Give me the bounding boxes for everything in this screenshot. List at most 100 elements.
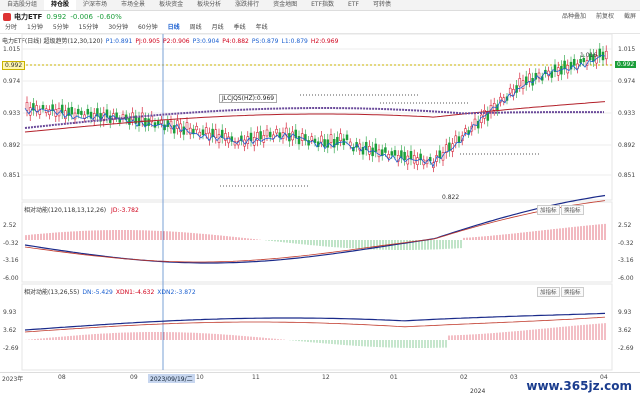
period-tab[interactable]: 月线 (211, 24, 224, 31)
candle (579, 58, 582, 64)
title-bar: 电力ETF 0.992 -0.006 -0.60% 品种叠加 前复权 截屏 (0, 11, 640, 22)
period-tab[interactable]: 15分钟 (78, 24, 99, 31)
ma-line-red (24, 101, 606, 133)
candle (393, 150, 397, 156)
fund-logo-icon (3, 12, 11, 21)
candle (265, 129, 269, 137)
candle (563, 60, 566, 70)
main-legend-item: PJ:0.905 (135, 38, 160, 45)
x-tick: 02 (460, 374, 468, 381)
candle (156, 120, 160, 125)
candle (64, 110, 67, 119)
top-tab[interactable]: 沪深市场 (83, 1, 108, 8)
panel3-add-indicator-button[interactable]: 加指标 (537, 287, 560, 297)
panel2-y-tick-right: -0.32 (618, 240, 634, 247)
panel3-y-tick-left: -2.69 (3, 345, 19, 352)
period-tab[interactable]: 30分钟 (108, 24, 128, 31)
screenshot-button[interactable]: 截屏 (623, 13, 636, 20)
candle (438, 150, 442, 158)
x-tick: 11 (252, 374, 260, 381)
x-tick: 2023/09/19/二 (148, 374, 195, 383)
top-tab[interactable]: 自选股分组 (7, 1, 38, 8)
chart-canvas[interactable] (0, 0, 640, 372)
candle (32, 103, 35, 111)
candle (115, 112, 118, 118)
panel2-line-red (24, 200, 606, 263)
candle (371, 147, 374, 157)
panel2-add-indicator-button[interactable]: 加指标 (537, 205, 560, 215)
period-tab[interactable]: 年线 (255, 24, 268, 31)
main-legend-item: L1:0.879 (281, 38, 308, 45)
candle (188, 127, 192, 135)
panel2-y-tick-right: -6.00 (618, 275, 634, 282)
candle (464, 128, 467, 133)
bottom-year-label: 2024 (470, 388, 486, 395)
panel2-y-tick-left: 2.52 (3, 222, 17, 229)
x-tick: 2023年 (2, 376, 24, 383)
overlay-button[interactable]: 品种叠加 (561, 13, 586, 20)
candle (224, 133, 227, 141)
candle (96, 108, 99, 117)
top-tab[interactable]: 板块资金 (159, 1, 184, 8)
main-legend-name: 电力ETF(日线) 超级趋势(12,30,120) (2, 38, 103, 45)
panel3-y-tick-left: 9.93 (3, 309, 17, 316)
candle (240, 135, 243, 142)
top-tab[interactable]: 市场全景 (121, 1, 146, 8)
top-tab[interactable]: ETF指数 (311, 1, 335, 8)
watermark-logo: www.365jz.com (526, 379, 632, 393)
top-tab[interactable]: 可转债 (372, 1, 391, 8)
candle (419, 153, 422, 161)
candle (300, 133, 304, 141)
candle (86, 108, 90, 115)
candle (348, 141, 352, 146)
candle (144, 118, 147, 127)
period-tab[interactable]: 1分钟 (27, 24, 43, 31)
x-tick: 01 (390, 374, 398, 381)
top-tab[interactable]: 板块分析 (197, 1, 222, 8)
current-price-tag-left: 0.992 (2, 61, 26, 70)
y-tick-right: 0.892 (618, 142, 636, 149)
candle (179, 123, 182, 133)
panel3-name: 相对动能(13,26,55) (24, 289, 80, 296)
main-legend-item: P3:0.904 (192, 38, 220, 45)
x-tick: 09 (130, 374, 138, 381)
period-tab[interactable]: 分时 (5, 24, 18, 31)
candle (572, 58, 576, 66)
y-tick-right: 0.933 (618, 110, 636, 117)
candle (48, 109, 51, 116)
candle (134, 115, 138, 124)
period-tab[interactable]: 5分钟 (52, 24, 69, 31)
panel2-switch-indicator-button[interactable]: 换指标 (561, 205, 584, 215)
y-tick-left: 0.892 (3, 142, 21, 149)
panel3-switch-indicator-button[interactable]: 换指标 (561, 287, 584, 297)
top-tab[interactable]: 涨跌排行 (235, 1, 260, 8)
main-legend-item: PS:0.879 (251, 38, 279, 45)
panel3-y-tick-right: -2.69 (618, 345, 634, 352)
candle (569, 61, 573, 70)
indicator-annotation: JLCJQS(HZ):0.969 (219, 94, 278, 103)
candle (508, 87, 512, 94)
candle (409, 151, 413, 160)
adjust-button[interactable]: 前复权 (595, 13, 614, 20)
candle (521, 80, 525, 89)
x-tick: 10 (196, 374, 204, 381)
candle (368, 146, 371, 155)
period-tab[interactable]: 60分钟 (137, 24, 158, 31)
y-tick-right: 0.851 (618, 172, 636, 179)
panel3-y-tick-right: 3.62 (618, 327, 632, 334)
top-tab[interactable]: 持仓股 (44, 0, 77, 10)
panel2-name: 相对动能(120,118,13,12,26) (24, 207, 107, 214)
top-tab[interactable]: 资金地图 (273, 1, 298, 8)
top-tab[interactable]: ETF (348, 1, 359, 8)
candle (416, 157, 419, 165)
period-tab[interactable]: 季线 (233, 24, 246, 31)
candle (377, 149, 381, 158)
panel3-legend-item: XDN2:-3.872 (157, 289, 196, 296)
period-tab[interactable]: 周线 (189, 24, 202, 31)
candle (198, 131, 202, 137)
candle (588, 53, 592, 61)
period-tab[interactable]: 日线 (167, 24, 180, 31)
candle (320, 135, 323, 143)
top-tab-bar: 自选股分组 持仓股 沪深市场 市场全景 板块资金 板块分析 涨跌排行 资金地图 ETF指数 ETF… (0, 0, 640, 11)
candle (403, 151, 406, 161)
